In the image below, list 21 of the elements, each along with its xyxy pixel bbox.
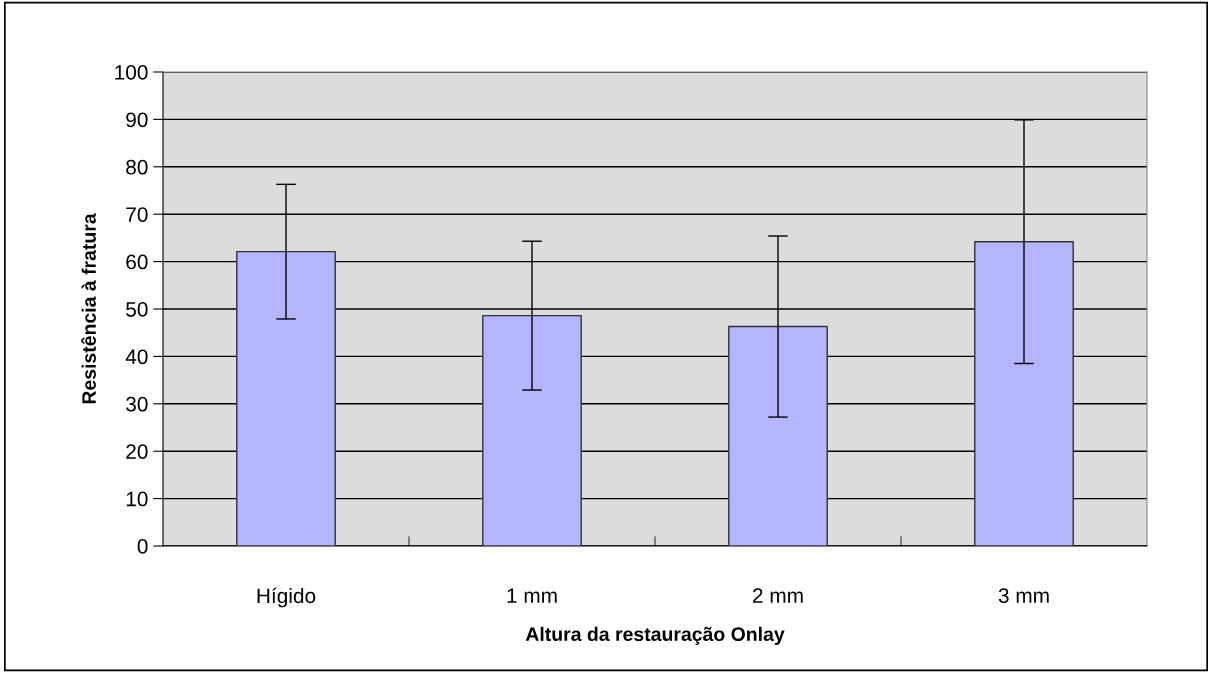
bar bbox=[236, 250, 336, 546]
bar bbox=[728, 325, 828, 546]
y-tick-label: 10 bbox=[126, 491, 148, 507]
x-tick-label: 2 mm bbox=[753, 588, 803, 603]
x-tick-label: 3 mm bbox=[998, 588, 1049, 603]
bar bbox=[482, 314, 582, 546]
y-tick-label: 50 bbox=[126, 302, 148, 317]
x-tick-label: Hígido bbox=[257, 587, 316, 608]
y-tick-label: 90 bbox=[126, 112, 148, 128]
x-axis-title: Altura da restauração Onlay bbox=[525, 626, 785, 645]
y-tick-label: 60 bbox=[126, 254, 148, 270]
y-tick-label: 80 bbox=[126, 159, 148, 175]
y-tick-label: 20 bbox=[126, 444, 148, 459]
y-tick-label: 70 bbox=[126, 207, 148, 222]
x-tick-label: 1 mm bbox=[507, 588, 557, 603]
y-tick-label: 40 bbox=[125, 349, 148, 365]
y-tick-label: 0 bbox=[137, 539, 148, 554]
y-tick-label: 100 bbox=[115, 65, 148, 80]
y-tick-label: 30 bbox=[126, 396, 148, 412]
y-axis-title: Resistência à fratura bbox=[81, 213, 96, 404]
bar bbox=[974, 240, 1074, 546]
